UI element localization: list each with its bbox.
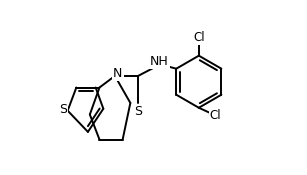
Text: N: N: [113, 66, 122, 79]
Text: Cl: Cl: [210, 109, 221, 122]
Text: Cl: Cl: [193, 31, 205, 44]
Text: S: S: [59, 103, 67, 116]
Text: NH: NH: [150, 55, 169, 68]
Text: S: S: [134, 105, 142, 118]
